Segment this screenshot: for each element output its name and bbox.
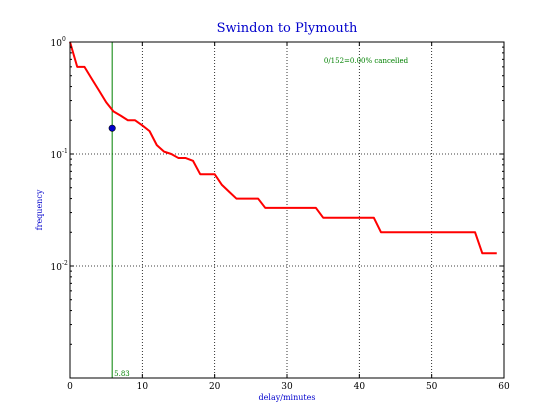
y-tick-label: 10 — [51, 151, 63, 161]
plot-area: 5.83 — [69, 41, 497, 378]
x-tick-label: 50 — [426, 382, 438, 392]
y-tick-label: 10 — [51, 39, 63, 49]
grid — [70, 42, 504, 378]
y-tick-exponent: -1 — [62, 148, 68, 155]
x-tick-label: 40 — [354, 382, 366, 392]
x-tick-label: 30 — [281, 382, 293, 392]
x-tick-label: 60 — [498, 382, 510, 392]
y-axis-label: frequency — [35, 189, 44, 230]
cancelled-annotation: 0/152=0.00% cancelled — [324, 57, 409, 65]
x-tick-label: 10 — [137, 382, 149, 392]
x-tick-label: 20 — [209, 382, 221, 392]
delay-frequency-line — [69, 41, 497, 255]
mean-marker — [108, 124, 116, 132]
x-axis-label: delay/minutes — [259, 393, 316, 402]
y-tick-label: 10 — [51, 263, 63, 273]
chart-title: Swindon to Plymouth — [217, 21, 358, 36]
y-tick-exponent: 0 — [62, 36, 66, 43]
x-tick-label: 0 — [67, 382, 73, 392]
y-tick-exponent: -2 — [62, 260, 68, 267]
mean-delay-label: 5.83 — [114, 370, 130, 378]
